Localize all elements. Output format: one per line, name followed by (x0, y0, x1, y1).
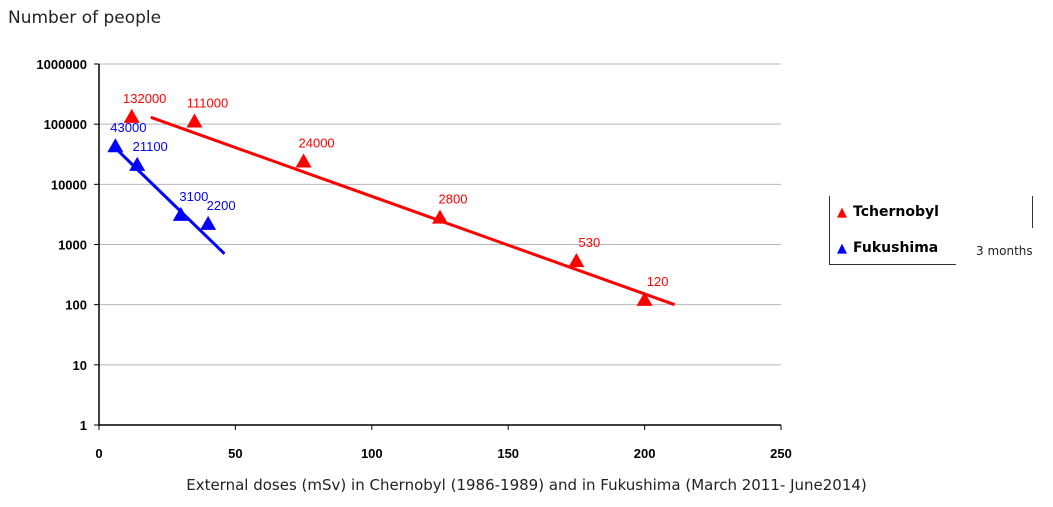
blue-triangle-icon: ▲ (837, 241, 847, 256)
legend-frame-bottom (829, 228, 956, 265)
data-label-fukushima-1: 21100 (133, 139, 168, 154)
data-label-tchernobyl-5: 120 (647, 274, 669, 289)
data-label-tchernobyl-4: 530 (579, 235, 601, 250)
y-tick-label-2: 100 (65, 298, 87, 313)
marker-fukushima-3 (200, 215, 217, 230)
trendline-tchernobyl (150, 115, 676, 307)
data-label-fukushima-0: 43000 (110, 120, 146, 135)
y-tick-label-1: 10 (73, 358, 87, 373)
legend: ▲ Tchernobyl ▲ Fukushima (829, 196, 1033, 265)
data-label-tchernobyl-1: 111000 (187, 95, 228, 110)
data-label-tchernobyl-3: 2800 (439, 192, 468, 207)
x-tick-label-5: 250 (770, 446, 792, 461)
red-triangle-icon: ▲ (837, 205, 847, 220)
x-tick-label-4: 200 (634, 446, 656, 461)
x-tick-label-1: 50 (228, 446, 242, 461)
marker-tchernobyl-4 (568, 253, 585, 268)
legend-item-tchernobyl: ▲ Tchernobyl (837, 204, 939, 220)
marker-fukushima-2 (172, 206, 189, 221)
marker-tchernobyl-1 (186, 113, 203, 128)
data-label-tchernobyl-2: 24000 (299, 135, 335, 150)
legend-label-tchernobyl: Tchernobyl (853, 204, 939, 220)
y-tick-label-0: 1 (80, 418, 87, 433)
legend-item-fukushima: ▲ Fukushima (837, 240, 938, 256)
legend-label-fukushima: Fukushima (853, 240, 939, 256)
data-label-fukushima-3: 2200 (207, 198, 236, 213)
data-label-tchernobyl-0: 132000 (123, 91, 166, 106)
marker-fukushima-1 (129, 156, 146, 171)
y-tick-label-6: 1000000 (36, 57, 87, 72)
x-axis-title: External doses (mSv) in Chernobyl (1986-… (186, 476, 867, 494)
x-tick-label-0: 0 (95, 446, 102, 461)
x-tick-label-3: 150 (497, 446, 519, 461)
y-tick-label-5: 100000 (44, 117, 87, 132)
y-tick-label-3: 1000 (58, 238, 87, 253)
marker-tchernobyl-5 (636, 291, 653, 306)
data-label-fukushima-2: 3100 (179, 189, 208, 204)
y-tick-label-4: 10000 (51, 177, 87, 192)
marker-tchernobyl-2 (295, 153, 312, 168)
legend-note: 3 months (976, 244, 1033, 258)
x-tick-label-2: 100 (361, 446, 383, 461)
legend-frame-top (829, 196, 1033, 228)
marker-fukushima-0 (107, 138, 124, 153)
marker-tchernobyl-0 (123, 108, 140, 123)
marker-tchernobyl-3 (432, 209, 448, 224)
y-axis-title: Number of people (8, 8, 162, 28)
